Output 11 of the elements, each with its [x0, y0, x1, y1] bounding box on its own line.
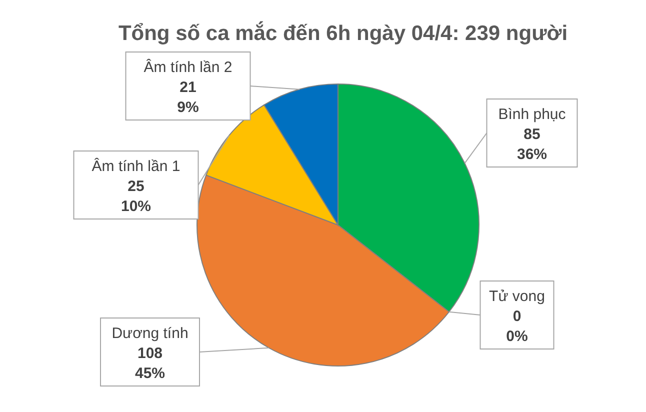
category-label: Tử vong — [489, 288, 545, 305]
data-label: 108 45% — [134, 345, 166, 382]
data-label: 85 36% — [516, 126, 548, 163]
slice-label: Bình phục — [498, 106, 566, 123]
slice-label: Âm tính lần 1 — [92, 157, 180, 175]
text: 0 0% — [506, 308, 528, 345]
chart-title: Tổng số ca mắc đến 6h ngày 04/4: 239 người — [118, 21, 568, 45]
data-label: 21 9% — [177, 79, 199, 116]
slice-label: Dương tính — [112, 325, 188, 342]
slice-label: Âm tính lần 2 — [144, 58, 232, 76]
data-label: 25 10% — [120, 178, 152, 215]
